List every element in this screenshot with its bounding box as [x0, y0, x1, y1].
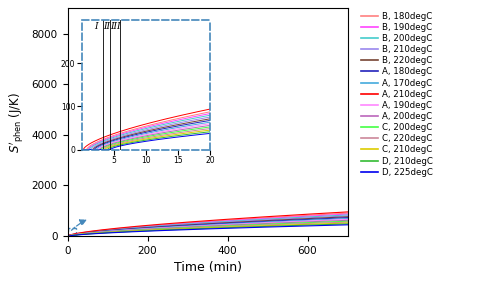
- Bar: [68, 228, 76, 236]
- X-axis label: Time (min): Time (min): [174, 261, 242, 274]
- Legend: B, 180degC, B, 190degC, B, 200degC, B, 210degC, B, 220degC, A, 180degC, A, 170de: B, 180degC, B, 190degC, B, 200degC, B, 2…: [358, 8, 436, 180]
- Y-axis label: $S'_{\mathrm{phen}}$ (J/K): $S'_{\mathrm{phen}}$ (J/K): [8, 92, 26, 153]
